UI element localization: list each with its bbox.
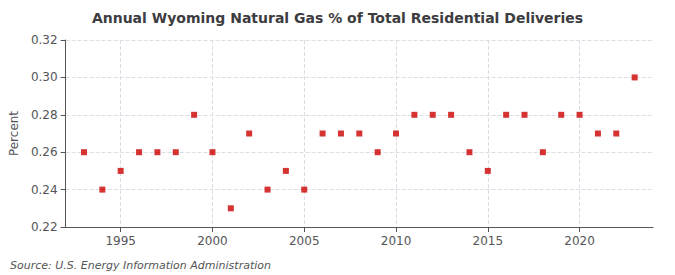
svg-text:0.30: 0.30 <box>31 70 58 84</box>
svg-text:2010: 2010 <box>381 234 412 248</box>
svg-text:1995: 1995 <box>105 234 136 248</box>
svg-text:0.24: 0.24 <box>31 183 58 197</box>
svg-text:2005: 2005 <box>289 234 320 248</box>
svg-text:0.22: 0.22 <box>31 220 58 234</box>
svg-text:Source: U.S. Energy Informatio: Source: U.S. Energy Information Administ… <box>10 259 271 272</box>
svg-text:0.26: 0.26 <box>31 145 58 159</box>
svg-text:0.32: 0.32 <box>31 33 58 47</box>
svg-text:Annual Wyoming Natural Gas % o: Annual Wyoming Natural Gas % of Total Re… <box>92 10 583 26</box>
svg-text:Percent: Percent <box>7 111 21 156</box>
svg-text:2015: 2015 <box>473 234 504 248</box>
svg-text:0.28: 0.28 <box>31 108 58 122</box>
svg-text:2020: 2020 <box>564 234 595 248</box>
svg-text:2000: 2000 <box>197 234 228 248</box>
